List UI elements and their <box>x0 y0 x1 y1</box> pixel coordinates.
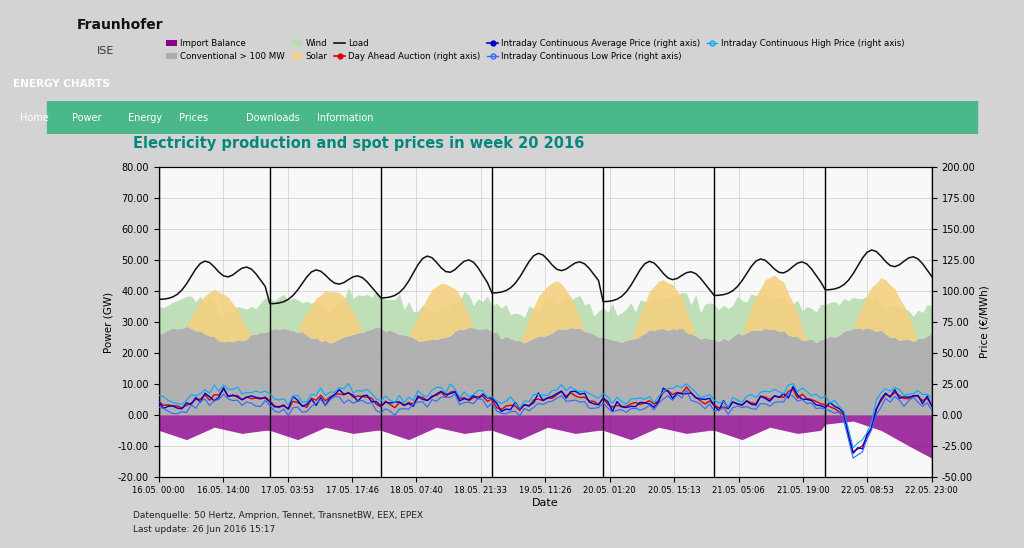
Text: Power: Power <box>72 113 101 123</box>
Text: Electricity production and spot prices in week 20 2016: Electricity production and spot prices i… <box>133 136 585 151</box>
Legend: Import Balance, Conventional > 100 MW, Wind, Solar, Load, Day Ahead Auction (rig: Import Balance, Conventional > 100 MW, W… <box>163 35 908 65</box>
Text: Downloads: Downloads <box>246 113 299 123</box>
Text: Information: Information <box>317 113 374 123</box>
Text: Last update: 26 Jun 2016 15:17: Last update: 26 Jun 2016 15:17 <box>133 524 275 534</box>
Text: ISE: ISE <box>97 46 115 56</box>
Text: Fraunhofer: Fraunhofer <box>77 18 164 32</box>
Text: ENERGY CHARTS: ENERGY CHARTS <box>13 78 111 89</box>
Text: Prices: Prices <box>179 113 208 123</box>
Text: Home: Home <box>20 113 49 123</box>
Text: Datenquelle: 50 Hertz, Amprion, Tennet, TransnetBW, EEX, EPEX: Datenquelle: 50 Hertz, Amprion, Tennet, … <box>133 511 423 520</box>
Y-axis label: Price (€/MWh): Price (€/MWh) <box>980 286 989 358</box>
X-axis label: Date: Date <box>531 498 559 508</box>
Text: Energy: Energy <box>128 113 162 123</box>
Y-axis label: Power (GW): Power (GW) <box>103 292 114 352</box>
